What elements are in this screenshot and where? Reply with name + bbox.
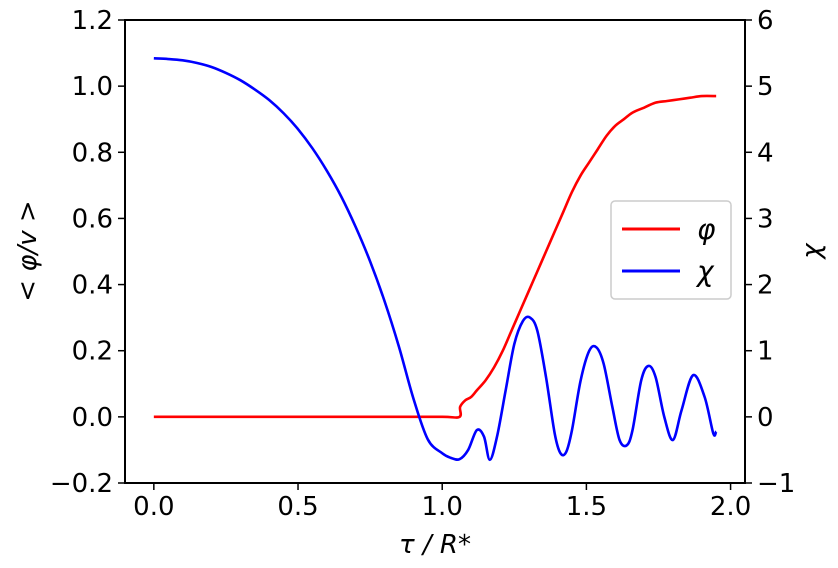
- y-right-tick-label: 1: [757, 337, 774, 367]
- y-right-tick-label: 0: [757, 403, 774, 433]
- ticks-layer: 0.0 0.5 1.0 1.5 2.0 −0.2 0.0 0.2 0.4 0.6 0.8 1.0 1.2…: [50, 6, 795, 522]
- y-right-tick-label: 3: [757, 204, 774, 234]
- y-left-tick-label: −0.2: [50, 469, 113, 499]
- plot-frame: [124, 19, 746, 484]
- y-right-tick-label: 5: [757, 72, 774, 102]
- y-left-tick-label: 0.6: [72, 204, 113, 234]
- y-left-tick-label: 0.4: [72, 271, 113, 301]
- y-right-tick-label: 2: [757, 271, 774, 301]
- legend-label-phi: φ: [697, 213, 716, 246]
- x-axis-label: τ / R*: [399, 530, 471, 560]
- series-line-phi: [153, 94, 717, 419]
- x-tick-label: 2.0: [710, 492, 751, 522]
- legend-label-chi: χ: [695, 255, 715, 288]
- series-line-chi: [153, 57, 718, 462]
- y-left-tick-label: 0.8: [72, 138, 113, 168]
- y-right-axis-label: χ: [797, 242, 827, 261]
- y-right-tick-label: 4: [757, 138, 774, 168]
- y-right-tick-label: −1: [757, 469, 795, 499]
- legend-box: [610, 200, 732, 300]
- x-tick-label: 1.0: [422, 492, 463, 522]
- series-layer: [153, 57, 718, 462]
- y-left-tick-label: 0.2: [72, 337, 113, 367]
- legend: φ χ: [610, 200, 732, 300]
- y-left-tick-label: 1.2: [72, 6, 113, 36]
- x-tick-label: 1.5: [566, 492, 607, 522]
- y-left-tick-label: 0.0: [72, 403, 113, 433]
- y-right-tick-label: 6: [757, 6, 774, 36]
- x-tick-label: 0.5: [277, 492, 318, 522]
- x-tick-label: 0.0: [133, 492, 174, 522]
- y-left-axis-label: < φ/v >: [13, 200, 43, 301]
- y-left-tick-label: 1.0: [72, 72, 113, 102]
